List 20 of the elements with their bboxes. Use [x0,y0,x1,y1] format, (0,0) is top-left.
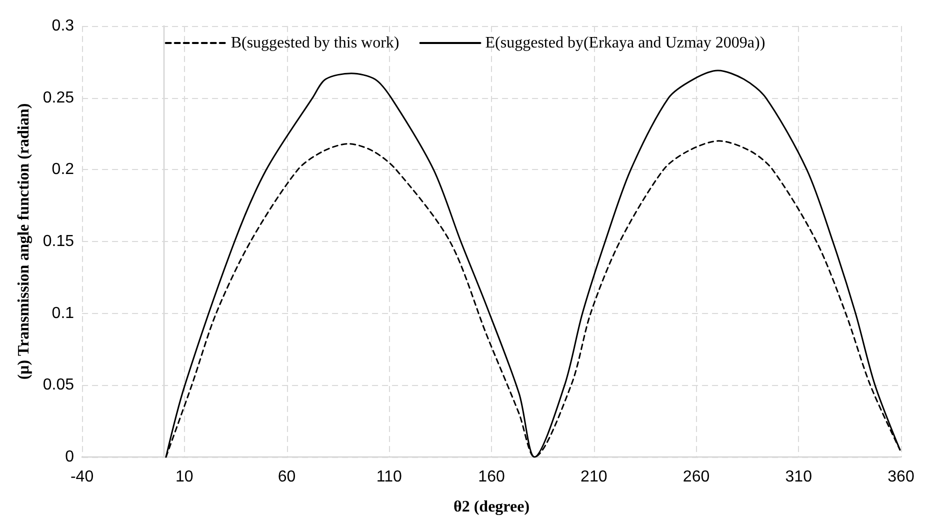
y-axis-title: (μ) Transmission angle function (radian) [16,103,32,380]
y-tick-label: 0.1 [52,304,74,322]
y-tick-label: 0.3 [52,18,74,34]
x-tick-label: 110 [376,468,402,486]
x-tick-label: -40 [70,468,94,486]
x-tick-label: 60 [278,468,296,486]
y-tick-label: 0.15 [42,233,74,250]
x-tick-label: 310 [785,468,812,486]
legend-label: E(suggested by(Erkaya and Uzmay 2009a)) [485,34,766,52]
y-tick-label: 0.25 [42,89,74,106]
x-tick-label: 160 [478,468,505,486]
y-tick-label: 0.2 [52,161,74,178]
x-tick-label: 260 [682,468,710,486]
y-tick-label: 0 [65,448,74,466]
x-tick-label: 210 [580,468,608,486]
x-tick-label: 10 [176,468,194,486]
x-tick-label: 360 [888,468,914,486]
x-axis-title: θ2 (degree) [454,498,530,516]
legend-label: B(suggested by this work) [230,34,400,52]
y-tick-label: 0.05 [42,376,74,394]
